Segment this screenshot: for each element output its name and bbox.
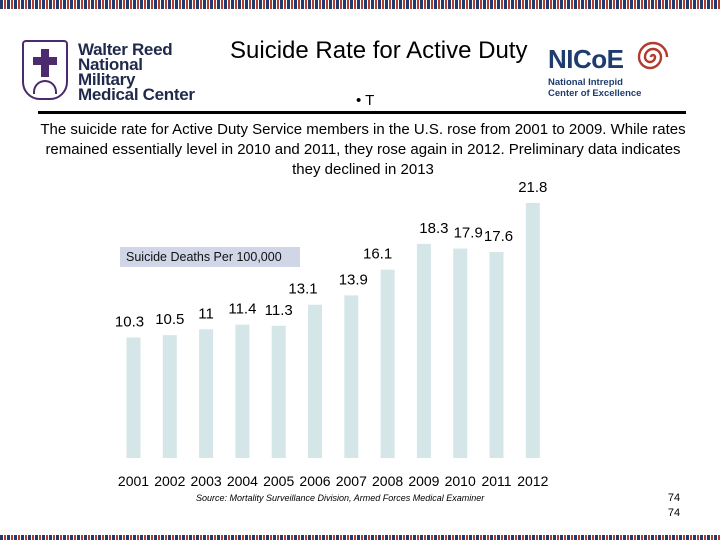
x-tick-label-2001: 2001 [118, 473, 149, 489]
nicoe-logo-name: NICoE [548, 44, 624, 74]
data-label-2009: 18.3 [419, 220, 448, 237]
walter-reed-logo: Walter Reed National Military Medical Ce… [22, 40, 202, 104]
data-label-2008: 16.1 [363, 246, 392, 263]
bar-2011 [489, 252, 504, 458]
source-note: Source: Mortality Surveillance Division,… [196, 493, 485, 503]
nicoe-line-2: Center of Excellence [548, 88, 642, 99]
x-tick-label-2004: 2004 [227, 473, 258, 489]
data-label-2011: 17.6 [484, 228, 513, 245]
data-label-2001: 10.3 [115, 313, 144, 330]
bar-2002 [162, 335, 177, 458]
nicoe-logo: NICoE National Intrepid Center of Excell… [548, 40, 688, 104]
nicoe-line-1: National Intrepid [548, 77, 623, 88]
x-tick-label-2002: 2002 [154, 473, 185, 489]
data-label-2003: 11 [198, 305, 214, 322]
slide-title: Suicide Rate for Active Duty [230, 37, 528, 64]
bar-2005 [271, 325, 286, 458]
x-tick-label-2008: 2008 [372, 473, 403, 489]
bar-2006 [308, 304, 322, 458]
x-tick-label-2009: 2009 [408, 473, 439, 489]
x-tick-label-2011: 2011 [481, 473, 511, 489]
x-tick-label-2003: 2003 [191, 473, 222, 489]
bottom-decorative-stripe [0, 535, 720, 540]
data-label-2005: 11.3 [265, 302, 293, 319]
data-label-2007: 13.9 [339, 271, 368, 288]
top-decorative-stripe [0, 0, 720, 9]
data-label-2002: 10.5 [155, 311, 184, 328]
logo-line-2: National Military [78, 55, 143, 89]
bar-2009 [416, 243, 431, 458]
bar-2004 [235, 324, 250, 458]
x-tick-label-2006: 2006 [299, 473, 330, 489]
bar-2012 [525, 202, 540, 458]
data-label-2010: 17.9 [454, 225, 483, 242]
page-number: 74 [667, 492, 681, 504]
x-tick-label-2010: 2010 [445, 473, 476, 489]
cross-icon [22, 40, 68, 100]
description-text: The suicide rate for Active Duty Service… [40, 121, 686, 178]
bar-2007 [344, 295, 359, 458]
logo-line-1: Walter Reed [78, 40, 173, 59]
data-label-2006: 13.1 [288, 281, 317, 298]
chart-legend: Suicide Deaths Per 100,000 [120, 247, 300, 267]
bar-2010 [453, 248, 468, 458]
x-tick-label-2012: 2012 [517, 473, 548, 489]
data-label-2004: 11.4 [228, 301, 256, 318]
bullet-text: • T [356, 92, 375, 109]
data-label-2012: 21.8 [518, 179, 547, 196]
brain-spiral-icon [637, 41, 669, 70]
bar-2001 [126, 337, 141, 458]
title-divider [38, 111, 686, 114]
bar-2008 [380, 269, 395, 458]
x-tick-label-2007: 2007 [336, 473, 367, 489]
x-tick-label-2005: 2005 [263, 473, 294, 489]
logo-line-3: Medical Center [78, 85, 195, 104]
bar-2003 [199, 329, 214, 458]
page-number-repeat: 74 [667, 507, 681, 519]
